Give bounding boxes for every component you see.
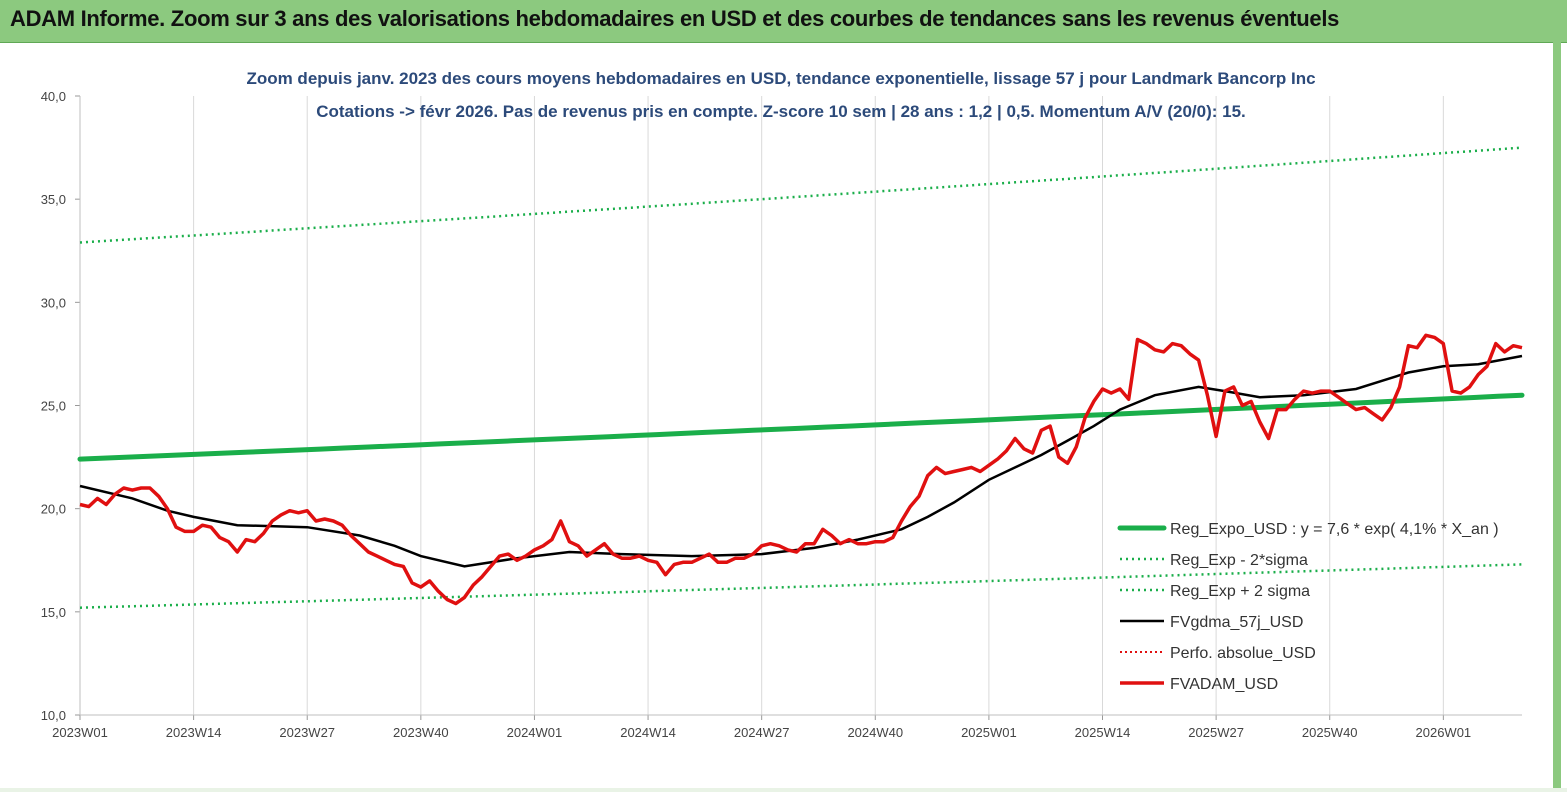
x-tick-label: 2023W01 bbox=[52, 725, 108, 740]
x-tick-label: 2025W27 bbox=[1188, 725, 1244, 740]
y-tick-label: 10,0 bbox=[41, 708, 66, 723]
x-tick-label: 2023W40 bbox=[393, 725, 449, 740]
x-tick-label: 2024W27 bbox=[734, 725, 790, 740]
x-tick-label: 2025W40 bbox=[1302, 725, 1358, 740]
legend-label: Perfo. absolue_USD bbox=[1170, 645, 1316, 662]
x-tick-label: 2025W01 bbox=[961, 725, 1017, 740]
series-line-reg-expo-usd-y-7-6-exp-4-1-x-an bbox=[77, 392, 1525, 462]
series-line-reg-exp-2-sigma bbox=[79, 146, 1523, 244]
legend-label: Reg_Expo_USD : y = 7,6 * exp( 4,1% * X_a… bbox=[1170, 521, 1499, 538]
series-line-fvadam-usd bbox=[79, 333, 1523, 606]
frame-bottom-border bbox=[0, 788, 1567, 792]
chart-subtitle: Cotations -> févr 2026. Pas de revenus p… bbox=[316, 102, 1246, 121]
y-tick-label: 15,0 bbox=[41, 605, 66, 620]
y-tick-label: 20,0 bbox=[41, 502, 66, 517]
x-tick-label: 2024W14 bbox=[620, 725, 676, 740]
legend-label: Reg_Exp - 2*sigma bbox=[1170, 552, 1308, 569]
x-tick-label: 2024W40 bbox=[847, 725, 903, 740]
y-tick-label: 35,0 bbox=[41, 192, 66, 207]
x-tick-label: 2025W14 bbox=[1075, 725, 1131, 740]
y-tick-label: 25,0 bbox=[41, 399, 66, 414]
axes: 2023W01 2023W14 2023W27 2023W40 2024W01 2024W… bbox=[41, 89, 1522, 740]
series bbox=[77, 146, 1525, 609]
x-tick-label: 2026W01 bbox=[1416, 725, 1472, 740]
chart-title: Zoom depuis janv. 2023 des cours moyens … bbox=[246, 69, 1315, 88]
y-tick-label: 40,0 bbox=[41, 89, 66, 104]
x-tick-label: 2023W14 bbox=[166, 725, 222, 740]
header-banner: ADAM Informe. Zoom sur 3 ans des valoris… bbox=[0, 0, 1567, 43]
legend-label: Reg_Exp + 2 sigma bbox=[1170, 583, 1310, 600]
legend-label: FVADAM_USD bbox=[1170, 676, 1278, 693]
x-tick-label: 2024W01 bbox=[507, 725, 563, 740]
series-line-fvgdma-57j-usd bbox=[79, 354, 1523, 568]
grid bbox=[79, 96, 1444, 715]
legend-label: FVgdma_57j_USD bbox=[1170, 614, 1303, 631]
series-line-reg-exp-2-sigma bbox=[79, 563, 1523, 609]
y-tick-label: 30,0 bbox=[41, 295, 66, 310]
frame-right-border bbox=[1553, 42, 1561, 788]
chart: 2023W01 2023W14 2023W27 2023W40 2024W01 2024W… bbox=[41, 69, 1525, 740]
x-tick-label: 2023W27 bbox=[279, 725, 335, 740]
legend: Reg_Expo_USD : y = 7,6 * exp( 4,1% * X_a… bbox=[1117, 521, 1499, 693]
page-title: ADAM Informe. Zoom sur 3 ans des valoris… bbox=[10, 6, 1340, 31]
